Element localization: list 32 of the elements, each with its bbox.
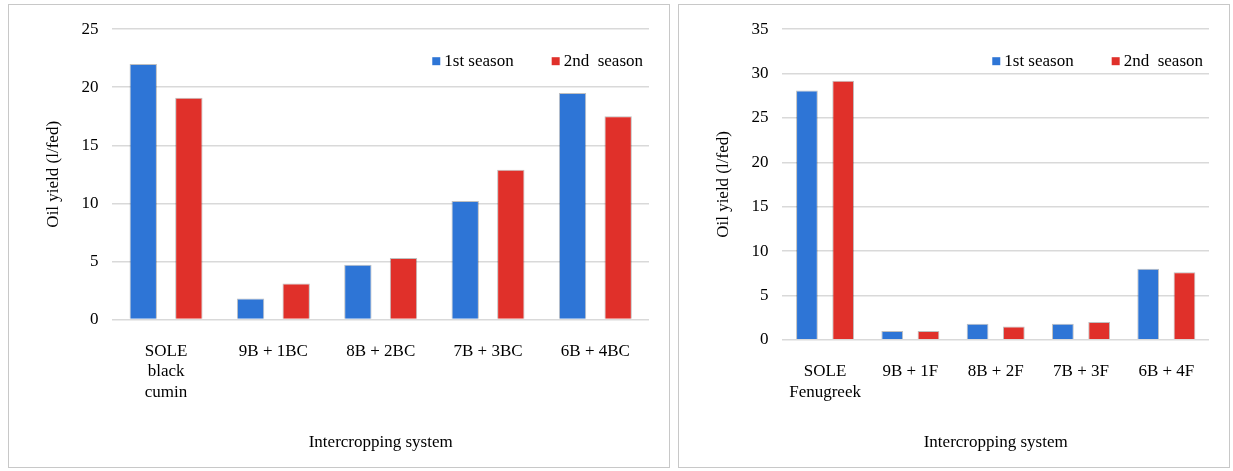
legend-label: 2nd season bbox=[563, 50, 644, 70]
y-tick-label: 25 bbox=[81, 18, 99, 38]
y-axis-title: Oil yield (l/fed) bbox=[42, 120, 62, 228]
y-tick-label: 0 bbox=[759, 329, 769, 349]
y-axis-title: Oil yield (l/fed) bbox=[712, 131, 732, 238]
y-tick-label: 15 bbox=[81, 134, 99, 154]
x-tick-label: 8B + 2BC bbox=[346, 341, 416, 361]
y-tick-label: 5 bbox=[89, 250, 99, 270]
y-tick-label: 10 bbox=[751, 240, 769, 260]
x-tick-label: 9B + 1BC bbox=[238, 341, 308, 361]
x-tick-label: 8B + 2F bbox=[967, 361, 1024, 381]
x-tick-label: 7B + 3F bbox=[1053, 361, 1109, 381]
y-tick-label: 5 bbox=[759, 284, 769, 304]
x-axis-title: Intercropping system bbox=[923, 432, 1068, 452]
y-tick-label: 35 bbox=[751, 18, 769, 38]
x-tick-label: 6B + 4F bbox=[1138, 361, 1195, 381]
x-tick-label: 6B + 4BC bbox=[560, 341, 630, 361]
y-tick-label: 10 bbox=[81, 192, 99, 212]
x-axis-title: Intercropping system bbox=[308, 432, 453, 452]
x-tick-label: SOLE black cumin bbox=[144, 341, 188, 401]
y-tick-label: 20 bbox=[751, 151, 769, 171]
x-tick-label: SOLE Fenugreek bbox=[789, 361, 862, 401]
x-tick-label: 7B + 3BC bbox=[453, 341, 523, 361]
y-tick-label: 0 bbox=[89, 308, 99, 328]
x-tick-label: 9B + 1F bbox=[882, 361, 939, 381]
y-tick-label: 15 bbox=[751, 196, 769, 216]
y-tick-label: 30 bbox=[751, 63, 769, 83]
legend-label: 1st season bbox=[444, 50, 515, 70]
y-tick-label: 20 bbox=[81, 76, 99, 96]
legend-label: 1st season bbox=[1004, 50, 1075, 70]
legend-label: 2nd season bbox=[1123, 50, 1204, 70]
y-tick-label: 25 bbox=[751, 107, 769, 127]
